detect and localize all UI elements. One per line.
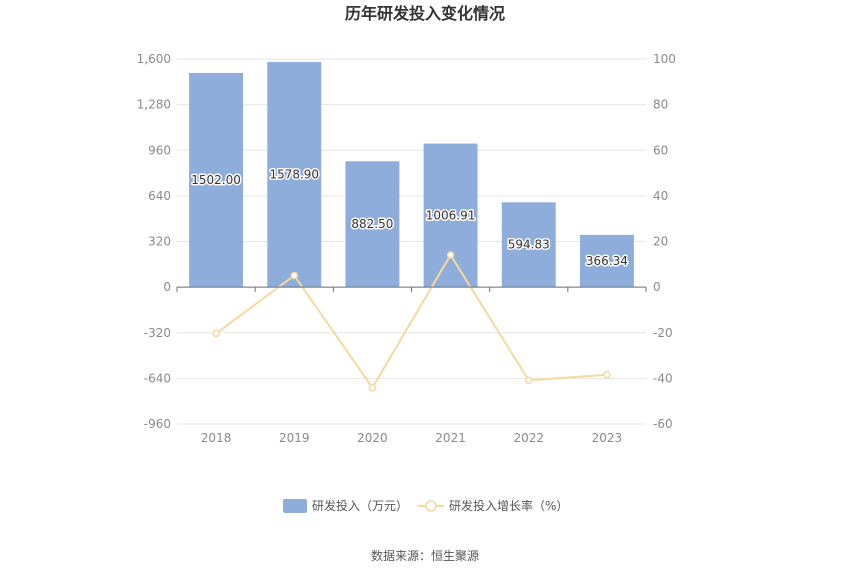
y-left-tick-label: 1,280 (137, 98, 171, 112)
y-left-tick-label: 640 (148, 189, 171, 203)
x-tick-label: 2018 (201, 431, 232, 445)
y-left-tick-label: 320 (148, 235, 171, 249)
y-right-tick-label: 20 (653, 235, 668, 249)
line-series (212, 251, 611, 392)
bar (345, 161, 400, 288)
axes: 1,600 100 1,280 80 960 60 640 40 320 20 0 0 -320 -20 -… (137, 52, 676, 445)
y-left-tick-label: 960 (148, 143, 171, 157)
y-left-tick-label: 1,600 (137, 52, 171, 66)
grid-lines (177, 58, 646, 425)
line-point (290, 271, 298, 280)
legend-line-marker (425, 500, 437, 512)
bar-value-label: 882.50 (351, 217, 393, 231)
line-point (525, 376, 533, 385)
line-point (212, 329, 220, 338)
line-point (368, 383, 377, 392)
bar-value-label: 594.83 (508, 238, 550, 252)
bar-value-label: 366.34 (586, 254, 628, 268)
y-left-tick-label: -640 (144, 371, 171, 385)
line-point (603, 370, 611, 379)
legend-bar-swatch (283, 499, 307, 513)
legend[interactable]: 研发投入（万元） 研发投入增长率（%） (283, 498, 568, 513)
bar-value-label: 1578.90 (269, 168, 319, 182)
x-tick-label: 2023 (592, 431, 623, 445)
x-tick-label: 2019 (279, 431, 310, 445)
bar (501, 202, 556, 288)
bar (267, 62, 322, 288)
y-right-tick-label: 60 (653, 143, 668, 157)
bar (579, 234, 634, 288)
bar (189, 72, 244, 288)
y-right-tick-label: 100 (653, 52, 676, 66)
x-tick-label: 2022 (513, 431, 544, 445)
y-right-tick-label: 40 (653, 189, 668, 203)
source-note: 数据来源：恒生聚源 (371, 548, 479, 563)
legend-bar-label: 研发投入（万元） (312, 498, 408, 513)
y-right-tick-label: -40 (653, 371, 673, 385)
bar-series: 1502.00 1578.90 882.50 1006.91 594.83 366.34 (189, 62, 634, 288)
y-right-tick-label: -60 (653, 417, 673, 431)
line-point (446, 251, 455, 259)
y-left-tick-label: -960 (144, 417, 171, 431)
y-right-tick-label: 80 (653, 98, 668, 112)
y-right-tick-label: 0 (653, 280, 661, 294)
chart-title: 历年研发投入变化情况 (345, 4, 505, 23)
y-left-tick-label: 0 (163, 280, 171, 294)
growth-line (215, 253, 607, 390)
bar-value-label: 1006.91 (426, 208, 476, 222)
bar-value-label: 1502.00 (191, 173, 241, 187)
x-tick-label: 2020 (357, 431, 388, 445)
y-left-tick-label: -320 (144, 326, 171, 340)
legend-line-label: 研发投入增长率（%） (449, 498, 568, 513)
x-tick-label: 2021 (435, 431, 466, 445)
y-right-tick-label: -20 (653, 326, 673, 340)
bar (423, 143, 478, 288)
